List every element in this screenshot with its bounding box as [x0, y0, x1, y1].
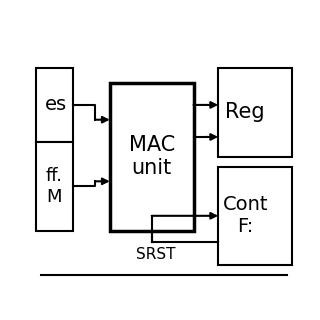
- Text: Reg: Reg: [226, 102, 265, 122]
- Bar: [36, 142, 73, 231]
- Bar: [218, 68, 292, 157]
- Bar: [218, 166, 292, 265]
- Text: es: es: [44, 95, 67, 115]
- Bar: [36, 68, 73, 142]
- Bar: [110, 83, 194, 231]
- Text: ff.
M: ff. M: [46, 167, 63, 206]
- Text: Cont
F:: Cont F:: [223, 195, 268, 236]
- Text: SRST: SRST: [136, 247, 175, 262]
- Text: MAC
unit: MAC unit: [129, 135, 175, 178]
